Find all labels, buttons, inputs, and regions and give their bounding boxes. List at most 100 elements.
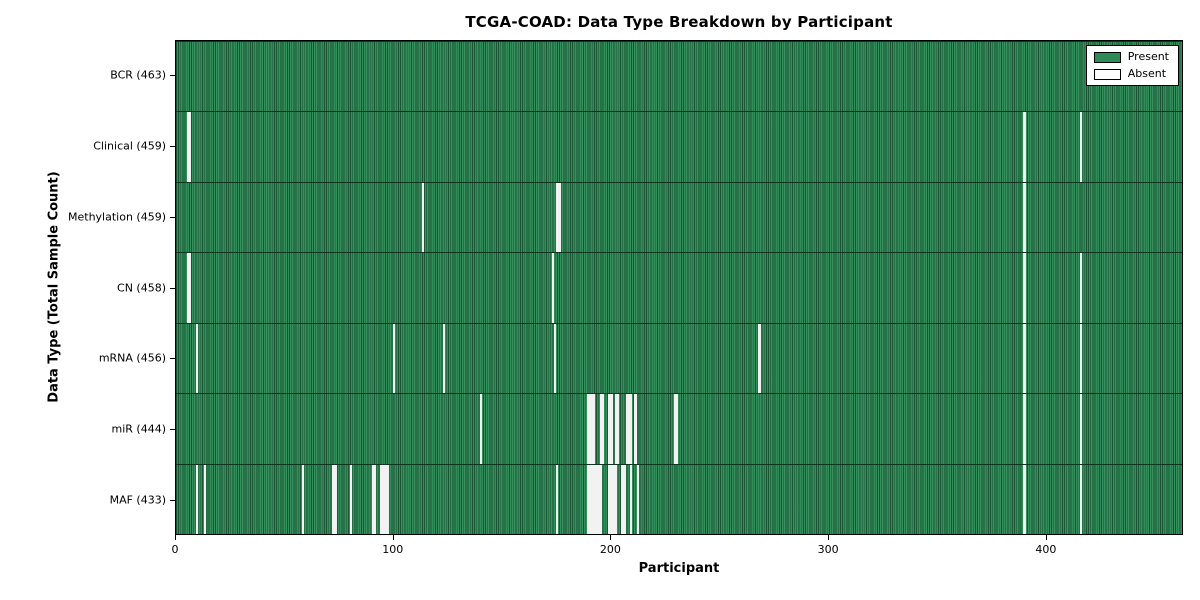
absent-stripe (332, 464, 335, 534)
absent-stripe (608, 394, 611, 464)
y-tick-label-methylation: Methylation (459) (68, 210, 166, 224)
absent-stripe (625, 394, 628, 464)
absent-stripe (189, 112, 192, 182)
absent-stripe (1023, 182, 1026, 253)
y-tick-mark (170, 75, 175, 77)
y-tick-label-bcr: BCR (463) (110, 68, 166, 82)
x-tick-label-100: 100 (382, 543, 404, 556)
absent-stripe (1079, 323, 1083, 394)
plot-area: Present Absent (175, 40, 1183, 535)
absent-stripe (588, 394, 592, 464)
absent-stripe (1023, 464, 1026, 534)
absent-stripe (593, 394, 596, 464)
absent-stripe (421, 182, 424, 253)
absent-stripe (195, 323, 198, 394)
absent-stripe (1079, 112, 1083, 182)
y-tick-mark (170, 499, 175, 501)
absent-stripe (556, 182, 559, 253)
absent-stripe (599, 394, 602, 464)
absent-stripe (480, 394, 483, 464)
absent-stripe (612, 464, 615, 534)
absent-stripe (384, 464, 387, 534)
y-tick-label-clinical: Clinical (459) (93, 139, 166, 153)
absent-stripe (189, 253, 192, 323)
legend: Present Absent (1085, 45, 1179, 86)
absent-stripe (591, 394, 594, 464)
absent-stripe (599, 464, 602, 534)
absent-stripe (558, 182, 561, 253)
absent-stripe (1023, 394, 1026, 464)
y-tick-mark (170, 146, 175, 148)
absent-stripe (443, 323, 446, 394)
absent-stripe (1079, 394, 1083, 464)
absent-stripe (758, 323, 761, 394)
absent-stripe (623, 464, 626, 534)
absent-stripe (556, 464, 559, 534)
absent-stripe (593, 464, 596, 534)
x-tick-mark (828, 535, 830, 540)
absent-stripe (586, 394, 589, 464)
absent-stripe (382, 464, 385, 534)
y-tick-mark (170, 287, 175, 289)
absent-stripe (554, 323, 557, 394)
absent-stripe (204, 464, 207, 534)
x-tick-label-200: 200 (599, 543, 621, 556)
x-axis-label: Participant (638, 561, 720, 576)
y-tick-label-cn: CN (458) (117, 281, 166, 294)
heatmap-row-methylation (176, 181, 1182, 253)
x-tick-mark (175, 535, 176, 540)
x-tick-mark (610, 535, 612, 540)
absent-stripe (597, 464, 600, 534)
absent-stripe (380, 464, 383, 534)
x-tick-label-0: 0 (171, 543, 179, 556)
absent-stripe (634, 394, 637, 464)
x-tick-mark (1045, 535, 1047, 540)
chart-title: TCGA-COAD: Data Type Breakdown by Partic… (465, 13, 893, 31)
absent-stripe (186, 253, 190, 323)
legend-entry-present: Present (1093, 50, 1169, 63)
absent-stripe (1079, 464, 1083, 534)
absent-stripe (1079, 253, 1083, 323)
y-tick-label-maf: MAF (433) (109, 493, 166, 507)
absent-stripe (601, 394, 605, 464)
legend-label-present: Present (1127, 50, 1169, 63)
absent-stripe (393, 323, 396, 394)
y-tick-label-mir: miR (444) (111, 422, 167, 436)
absent-stripe (610, 394, 613, 464)
absent-stripe (551, 253, 555, 323)
y-tick-label-mrna: mRNA (456) (98, 351, 166, 365)
absent-stripe (586, 464, 589, 534)
x-tick-mark (392, 535, 394, 540)
absent-stripe (630, 464, 633, 534)
absent-stripe (675, 394, 678, 464)
absent-stripe (1023, 112, 1026, 182)
heatmap-row-bcr (176, 41, 1182, 112)
absent-stripe (630, 394, 633, 464)
x-tick-label-300: 300 (817, 543, 839, 556)
absent-stripe (591, 464, 594, 534)
absent-stripe (386, 464, 389, 534)
absent-stripe (614, 464, 618, 534)
absent-stripe (621, 464, 624, 534)
y-tick-mark (170, 216, 175, 218)
absent-stripe (610, 464, 613, 534)
legend-entry-absent: Absent (1093, 68, 1169, 80)
absent-stripe (617, 394, 620, 464)
absent-stripe (373, 464, 376, 534)
y-tick-mark (170, 428, 175, 430)
x-tick-label-400: 400 (1035, 543, 1057, 556)
absent-stripe (371, 464, 374, 534)
y-tick-labels: BCR (463) Clinical (459) Methylation (459)… (0, 40, 166, 535)
absent-stripe (673, 394, 676, 464)
heatmap-row-mir (176, 393, 1182, 464)
absent-stripe (608, 464, 611, 534)
present-swatch-icon (1093, 51, 1121, 63)
absent-swatch-icon (1093, 68, 1121, 80)
absent-stripe (627, 394, 631, 464)
heatmap-row-clinical (176, 111, 1182, 182)
heatmap-row-maf (176, 463, 1182, 534)
absent-stripe (334, 464, 337, 534)
absent-stripe (595, 464, 598, 534)
heatmap-row-mrna (176, 322, 1182, 394)
